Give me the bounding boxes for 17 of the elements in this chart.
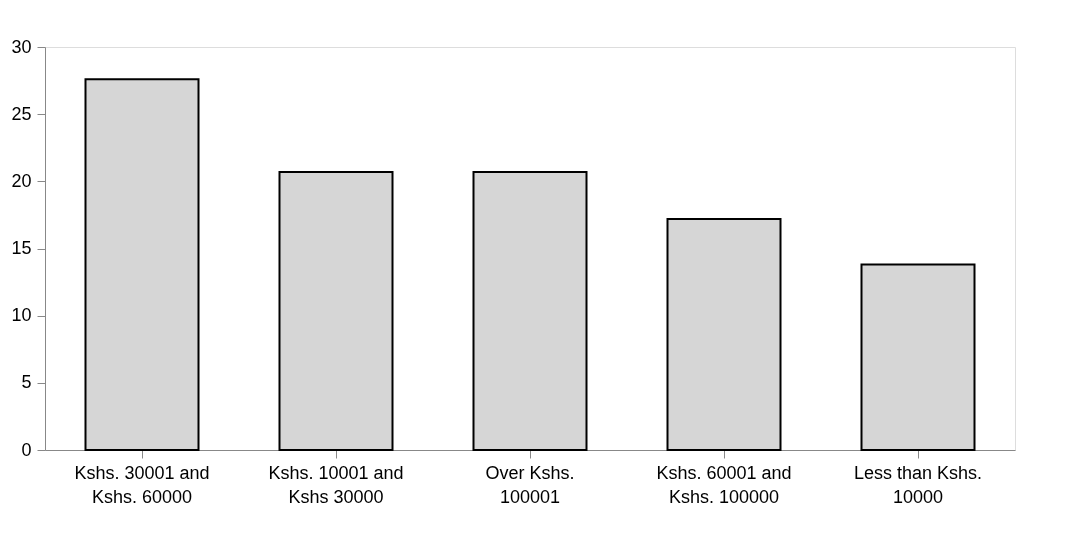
x-tick-label: Over Kshs. 100001 xyxy=(485,462,575,507)
x-tick-label: Less than Kshs. 10000 xyxy=(853,462,983,507)
bar xyxy=(278,170,394,451)
y-tick-label: 10 xyxy=(11,305,32,326)
bar xyxy=(860,263,976,451)
x-tick-label: Kshs. 30001 and Kshs. 60000 xyxy=(74,462,210,507)
y-tick-label: 5 xyxy=(21,372,32,393)
bar xyxy=(666,217,782,451)
y-tick-label: 30 xyxy=(11,36,32,57)
y-tick-label: 0 xyxy=(21,439,32,460)
y-tick-label: 20 xyxy=(11,170,32,191)
y-tick-label: 25 xyxy=(11,103,32,124)
x-tick-label: Kshs. 10001 and Kshs 30000 xyxy=(268,462,404,507)
y-tick-label: 15 xyxy=(11,238,32,258)
bar xyxy=(84,78,200,451)
bar xyxy=(472,170,588,451)
x-tick-label: Kshs. 60001 and Kshs. 100000 xyxy=(656,462,792,507)
